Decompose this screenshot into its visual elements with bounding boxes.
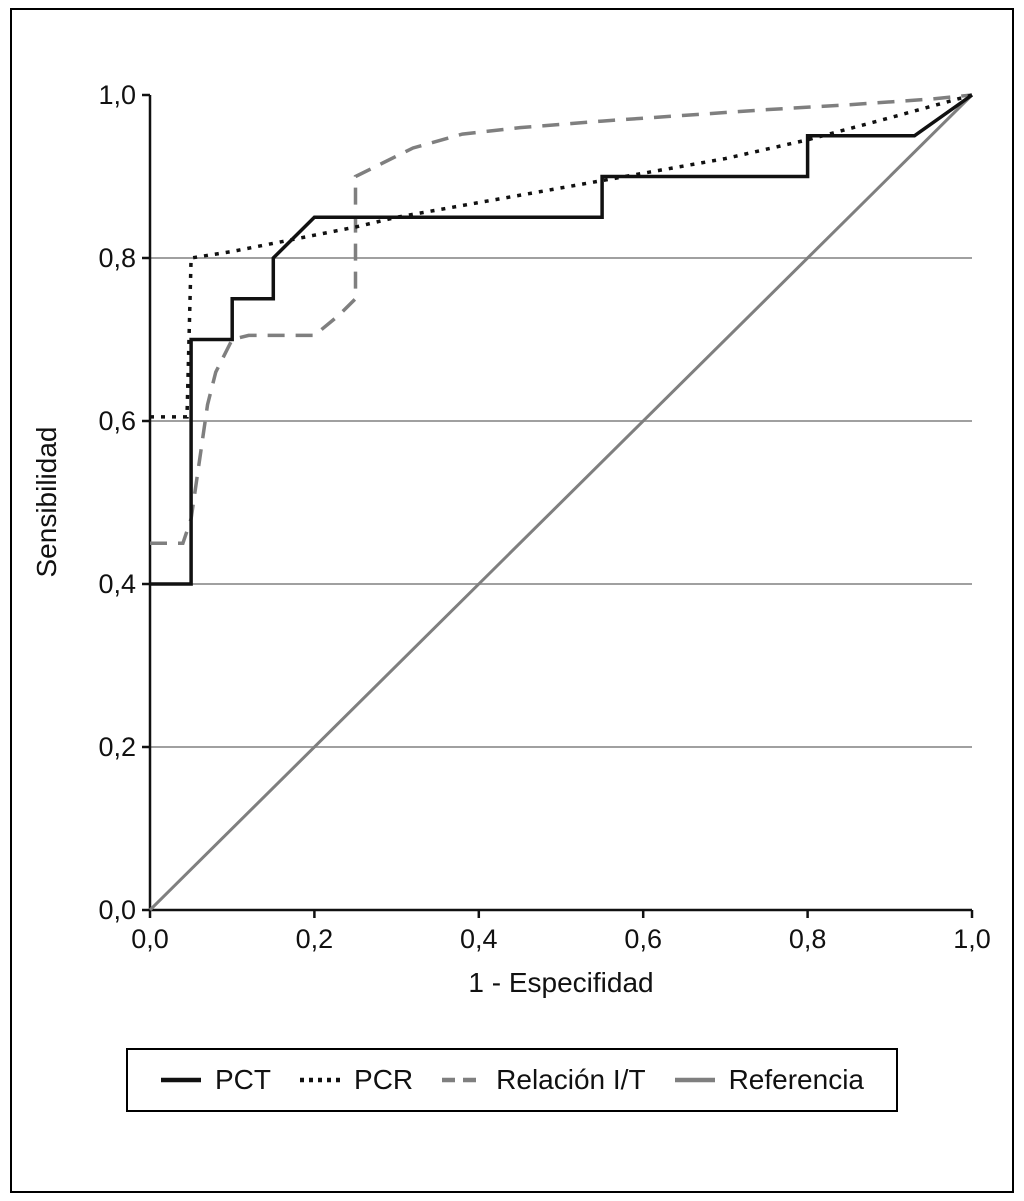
y-tick-label: 0,8 [98, 243, 136, 273]
y-axis-label: Sensibilidad [31, 427, 62, 578]
figure-border [10, 8, 1014, 1193]
y-tick-label: 1,0 [98, 80, 136, 110]
x-tick-label: 0,2 [296, 924, 334, 954]
series-relaci-n-i-t [150, 93, 973, 545]
x-tick-label: 1,0 [953, 924, 991, 954]
legend-item-relaci-n-i-t: Relación I/T [441, 1064, 646, 1096]
legend-label: Referencia [728, 1064, 864, 1095]
tick-labels: 0,0 0,2 0,4 0,6 0,8 1,0 0,0 0,2 0,4 0,6 0,8 1,0 [98, 80, 990, 954]
y-tick-label: 0,0 [98, 895, 136, 925]
legend-item-pct: PCT [160, 1064, 271, 1096]
x-tick-label: 0,6 [624, 924, 662, 954]
series-pcr [150, 93, 973, 419]
legend-line-sample [300, 1077, 341, 1083]
legend-label: PCR [354, 1064, 414, 1095]
x-tick-label: 0,8 [789, 924, 827, 954]
gridlines [150, 257, 972, 748]
roc-curves [148, 93, 974, 912]
legend: PCT PCR Relación I/T Referencia [126, 1048, 898, 1112]
y-tick-label: 0,2 [98, 732, 136, 762]
x-tick-label: 0,4 [460, 924, 498, 954]
legend-label: PCT [215, 1064, 271, 1095]
roc-plot: 0,0 0,2 0,4 0,6 0,8 1,0 0,0 0,2 0,4 0,6 0,8 1,0 Sen… [31, 80, 991, 998]
legend-item-pcr: PCR [299, 1064, 413, 1096]
legend-line-sample [161, 1077, 201, 1083]
y-tick-label: 0,4 [98, 569, 136, 599]
x-axis-label: 1 - Especifidad [468, 967, 653, 998]
series-pct [150, 93, 974, 586]
legend-line-sample [442, 1077, 483, 1083]
legend-line-sample [674, 1077, 715, 1083]
legend-item-referencia: Referencia [674, 1064, 864, 1096]
y-tick-label: 0,6 [98, 406, 136, 436]
axes [142, 93, 974, 918]
legend-label: Relación I/T [496, 1064, 646, 1095]
series-referencia [148, 93, 974, 912]
x-tick-label: 0,0 [131, 924, 169, 954]
